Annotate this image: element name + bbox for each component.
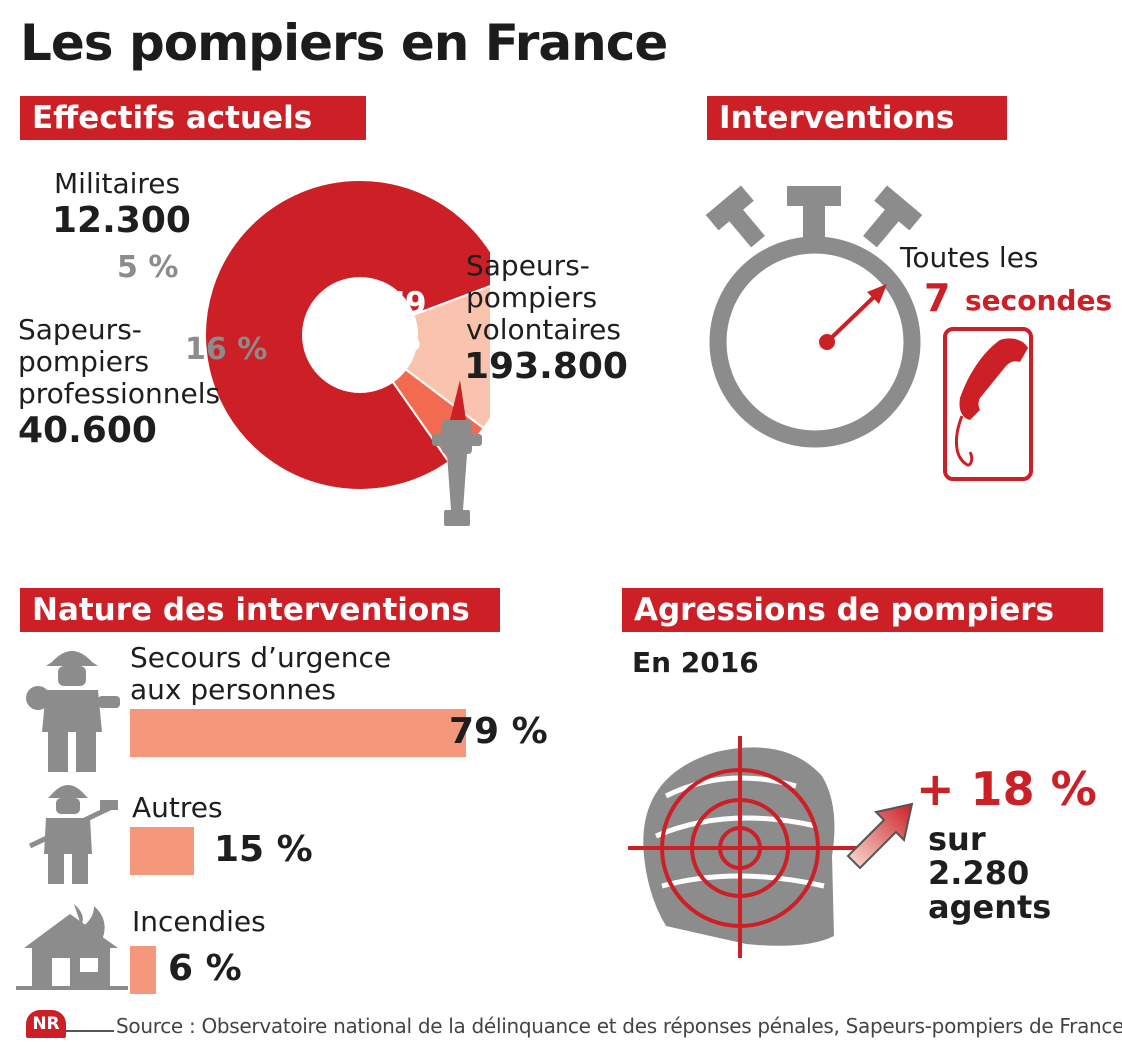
- value-professionnels: 40.600: [18, 410, 157, 451]
- page-title: Les pompiers en France: [20, 14, 668, 72]
- pct-militaires: 5 %: [117, 250, 179, 285]
- donut-chart: [204, 180, 490, 526]
- increase-arrow-icon: [846, 802, 914, 870]
- section-agressions: Agressions de pompiers: [622, 588, 1103, 632]
- footer-rule: [66, 1030, 114, 1032]
- agressions-year: En 2016: [632, 646, 759, 679]
- firefighter-hose-icon: [28, 785, 118, 884]
- fire-hose-icon: [432, 380, 482, 526]
- section-interventions: Interventions: [707, 96, 1007, 140]
- value-militaires: 12.300: [52, 200, 191, 241]
- label-incendies: Incendies: [132, 905, 266, 938]
- firefighter-rescuer-icon: [26, 651, 120, 772]
- agressions-line1: sur: [928, 820, 986, 858]
- agressions-increase: + 18 %: [916, 762, 1097, 816]
- label-secours-1: Secours d’urgence: [130, 641, 392, 674]
- pct-volontaires-unit: %: [389, 322, 421, 358]
- value-incendies: 6 %: [168, 948, 242, 989]
- value-secours: 79 %: [449, 711, 548, 752]
- donut-hole: [302, 277, 418, 393]
- stopwatch-icon: [705, 185, 923, 448]
- label-vol-3: volontaires: [466, 313, 621, 346]
- label-vol-1: Sapeurs-: [466, 249, 590, 282]
- bar-autres: [130, 827, 194, 875]
- agressions-line2: 2.280: [928, 854, 1030, 892]
- interventions-line1: Toutes les: [900, 241, 1039, 274]
- label-vol-2: pompiers: [466, 281, 598, 314]
- label-pro-1: Sapeurs-: [18, 313, 142, 346]
- pct-volontaires-num: 79: [383, 286, 427, 322]
- interventions-number: 7: [924, 276, 951, 320]
- label-autres: Autres: [132, 791, 223, 824]
- label-pro-2: pompiers: [18, 345, 150, 378]
- house-fire-icon: [16, 904, 128, 990]
- value-autres: 15 %: [214, 829, 313, 870]
- source-text: Source : Observatoire national de la dél…: [116, 1014, 1122, 1038]
- label-secours-2: aux personnes: [130, 673, 336, 706]
- bar-secours: [130, 709, 466, 757]
- bar-incendies: [130, 946, 156, 994]
- pct-professionnels: 16 %: [185, 332, 268, 367]
- section-nature: Nature des interventions: [20, 588, 500, 632]
- label-militaires: Militaires: [54, 167, 181, 200]
- agressions-line3: agents: [928, 888, 1052, 926]
- helmet-target-icon: [628, 736, 860, 958]
- section-effectifs: Effectifs actuels: [20, 96, 366, 140]
- phone-icon: [943, 327, 1033, 481]
- nr-logo: NR: [26, 1010, 66, 1038]
- value-volontaires: 193.800: [464, 346, 628, 387]
- interventions-unit: secondes: [965, 284, 1113, 317]
- label-pro-3: professionnels: [18, 377, 221, 410]
